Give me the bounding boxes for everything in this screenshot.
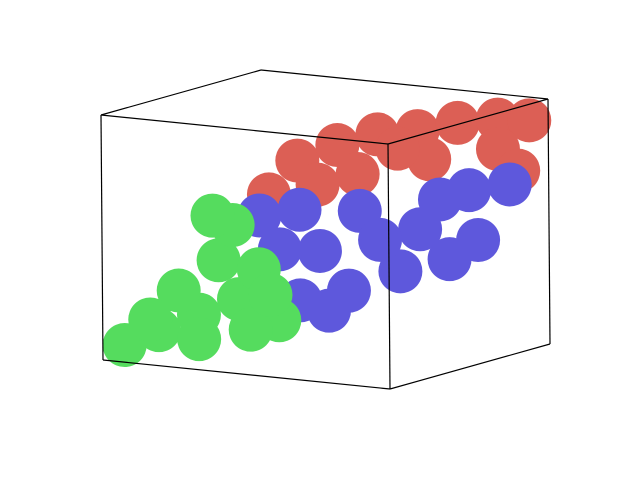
point [398,207,443,252]
axis-frame [387,98,549,145]
point [307,288,352,333]
point [427,237,472,282]
point [335,152,380,197]
axis-frame [389,343,551,390]
point [487,162,532,207]
point [196,238,241,283]
point [248,272,293,317]
axis-frame [100,69,262,116]
axis-frame [260,69,549,100]
axis-frame [100,114,389,145]
point [177,317,222,362]
point [297,228,342,273]
point [156,268,201,313]
axis-frame [387,143,391,390]
point [190,193,235,238]
point [277,187,322,232]
point [375,126,420,171]
point [228,307,273,352]
point [507,98,552,143]
point [435,100,480,145]
axis-frame [547,98,551,345]
axis-frame [102,359,391,390]
axis-frame [100,114,104,361]
point [358,217,403,262]
point [447,168,492,213]
point [128,297,173,342]
